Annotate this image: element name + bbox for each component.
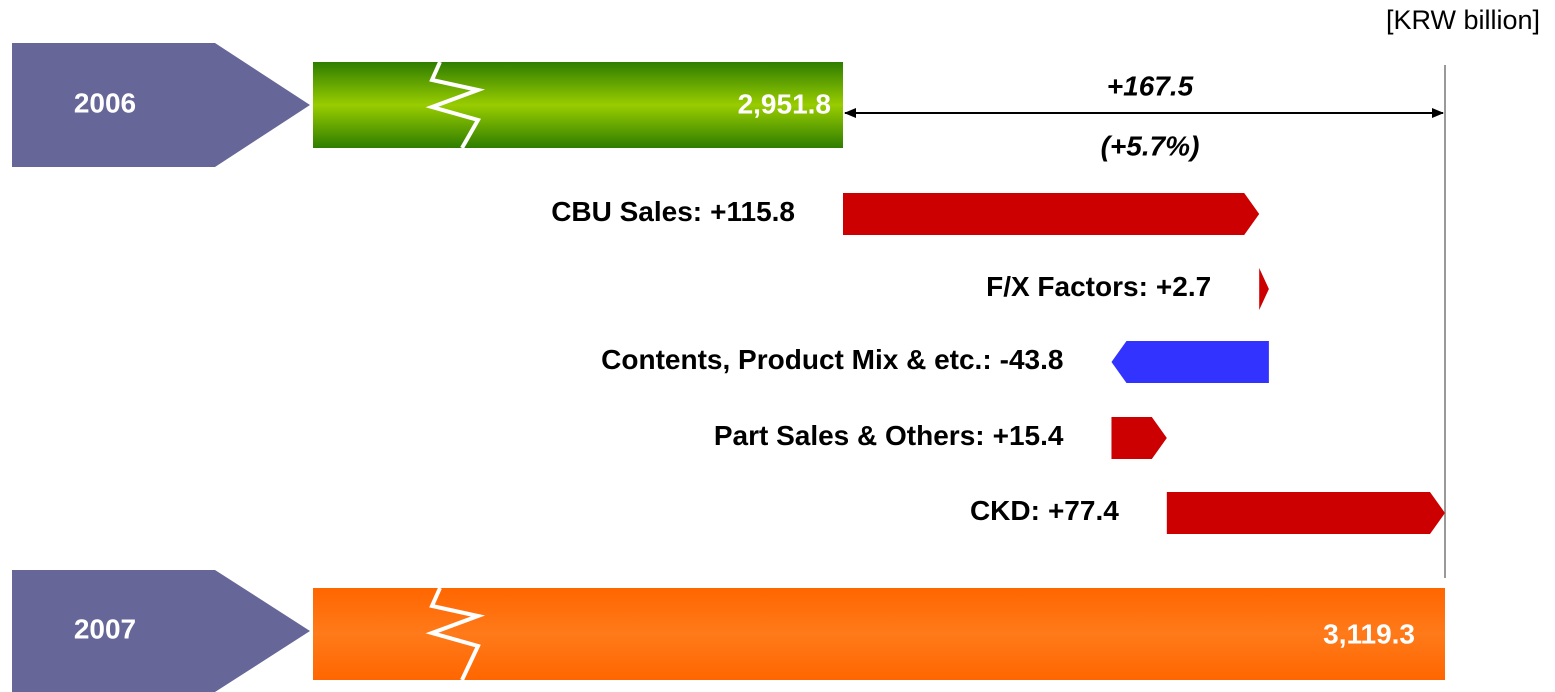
step-category: Contents, Product Mix & etc.: (601, 344, 991, 375)
step-value-label: +15.4 (993, 420, 1064, 451)
step-label: CBU Sales: +115.8 (551, 196, 795, 227)
step-value-label: +115.8 (710, 196, 795, 227)
step-category: CKD: (970, 495, 1040, 526)
step-label: CKD: +77.4 (970, 495, 1119, 526)
step-bar (1111, 341, 1269, 383)
step-category: Part Sales & Others: (714, 420, 985, 451)
step-label: Contents, Product Mix & etc.: -43.8 (601, 344, 1063, 375)
end-value-label: 3,119.3 (1323, 618, 1415, 649)
axis-break (425, 61, 486, 149)
start-bar (313, 62, 843, 148)
step-bar (1111, 417, 1167, 459)
change-label: +167.5 (1107, 70, 1194, 101)
step-value-label: -43.8 (1000, 344, 1064, 375)
end-bar (313, 588, 1445, 680)
step-bar (1259, 268, 1269, 310)
step-category: F/X Factors: (986, 271, 1148, 302)
unit-label: [KRW billion] (1386, 5, 1540, 35)
step-label: F/X Factors: +2.7 (986, 271, 1211, 302)
step-bar (1166, 492, 1445, 534)
step-category: CBU Sales: (551, 196, 702, 227)
step-label: Part Sales & Others: +15.4 (714, 420, 1064, 451)
step-value-label: +77.4 (1048, 495, 1119, 526)
year-label: 2006 (74, 87, 136, 118)
year-tab (12, 43, 310, 167)
change-pct-label: (+5.7%) (1101, 130, 1200, 161)
axis-break (425, 587, 486, 681)
year-label: 2007 (74, 613, 136, 644)
step-bar (843, 193, 1260, 235)
start-value-label: 2,951.8 (738, 88, 831, 119)
year-tab (12, 570, 310, 692)
step-value-label: +2.7 (1156, 271, 1211, 302)
